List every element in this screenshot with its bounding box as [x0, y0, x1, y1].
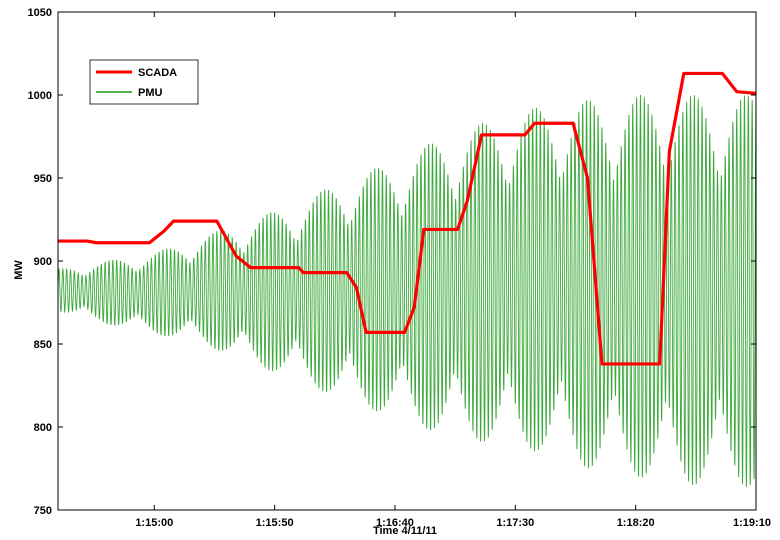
x-tick-label: 1:18:20	[617, 517, 655, 529]
y-tick-label: 1000	[28, 90, 52, 102]
pmu-series	[57, 94, 757, 488]
y-tick-label: 850	[34, 339, 52, 351]
axis-ticks	[58, 11, 757, 511]
x-tick-label: 1:17:30	[496, 517, 534, 529]
scada-series	[57, 71, 757, 366]
x-axis-title: Time 4/11/11	[373, 525, 437, 537]
pmu-line	[57, 94, 757, 488]
y-tick-label: 950	[34, 173, 52, 185]
x-tick-label: 1:19:10	[733, 517, 771, 529]
y-axis-title: MW	[13, 260, 25, 280]
x-tick-label: 1:15:50	[256, 517, 294, 529]
y-tick-labels: 750 800 850 900 950 1000 1050	[28, 7, 52, 517]
x-tick-label: 1:15:00	[135, 517, 173, 529]
y-tick-label: 800	[34, 422, 52, 434]
legend-label-pmu: PMU	[138, 87, 163, 99]
y-tick-label: 750	[34, 505, 52, 517]
x-tick-label: 1:16:40	[376, 517, 414, 529]
x-tick-labels: 1:15:00 1:15:50 1:16:40 1:17:30 1:18:20 1:19:…	[135, 517, 771, 529]
legend-box	[89, 59, 199, 105]
y-tick-label: 900	[34, 256, 52, 268]
y-tick-label: 1050	[28, 7, 52, 19]
legend-label-scada: SCADA	[138, 67, 177, 79]
legend: SCADA PMU	[89, 59, 199, 105]
